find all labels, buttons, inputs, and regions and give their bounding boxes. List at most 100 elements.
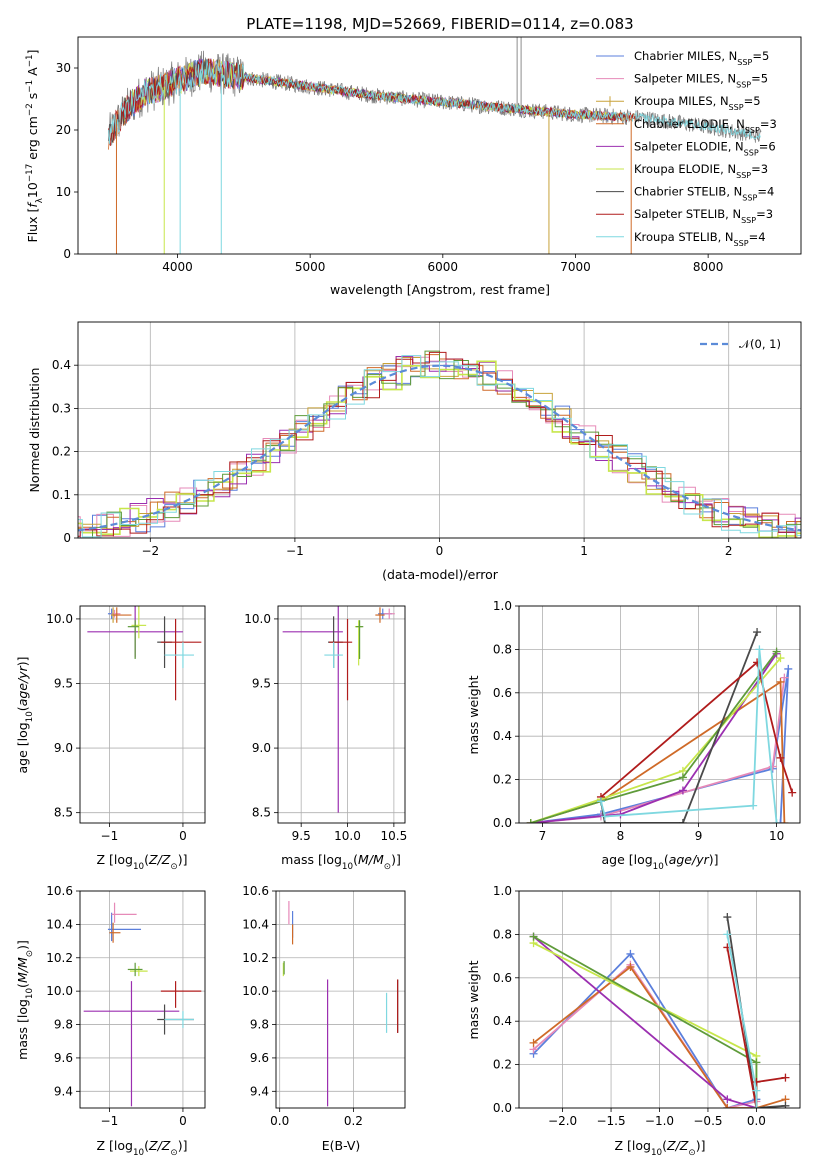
legend-label: Kroupa STELIB, NSSP=4 [634,230,766,248]
x-tick-label: 5000 [295,260,326,274]
mass-weight-series-line [534,943,757,1108]
y-tick-label: 0.8 [493,642,512,656]
x-tick-label: −2 [141,544,159,558]
y-tick-label: 10.2 [46,951,73,965]
series-point-marker [781,1102,789,1110]
x-tick-label: 9 [695,829,703,843]
mass-weight-series-line [534,937,757,1108]
y-tick-label: 0.2 [52,445,71,459]
x-tick-label: −1.5 [596,1114,625,1128]
x-tick-label: 0.2 [344,1114,363,1128]
histogram-step-line [64,358,819,539]
axes-frame [278,606,405,823]
y-tick-label: 0.0 [493,1101,512,1115]
y-tick-label: 1.0 [493,884,512,898]
x-tick-label: −1 [286,544,304,558]
y-tick-label: 0.2 [493,1058,512,1072]
y-axis-label: mass weight [466,675,481,754]
legend-label: Salpeter MILES, NSSP=5 [634,72,768,90]
mass-weight-series-line [534,965,757,1108]
x-tick-label: 8 [617,829,625,843]
legend-label: Kroupa MILES, NSSP=5 [634,94,761,112]
series-point-marker [781,1074,789,1082]
y-tick-label: 0.0 [493,816,512,830]
axes-frame [276,891,405,1108]
legend-label: Chabrier STELIB, NSSP=4 [634,185,774,203]
x-axis-label: age [log10(age/yr)] [601,852,718,872]
y-tick-label: 10.4 [242,917,269,931]
y-tick-label: 9.5 [54,677,73,691]
y-tick-label: 9.6 [54,1051,73,1065]
y-tick-label: 0.4 [493,729,512,743]
y-tick-label: 20 [56,123,71,137]
y-tick-label: 9.8 [250,1018,269,1032]
x-tick-label: 0.0 [747,1114,766,1128]
x-tick-label: 10.0 [334,829,361,843]
y-tick-label: 8.5 [54,806,73,820]
y-tick-label: 9.0 [54,741,73,755]
x-axis-label: Z [log10(Z/Z⊙)] [615,1138,706,1158]
x-axis-label: Z [log10(Z/Z⊙)] [97,852,188,872]
x-tick-label: −1.0 [645,1114,674,1128]
legend-label: Salpeter STELIB, NSSP=3 [634,207,773,225]
y-tick-label: 9.8 [54,1018,73,1032]
x-tick-label: 7 [539,829,547,843]
y-tick-label: 0.4 [493,1014,512,1028]
plot-area [527,628,796,827]
y-tick-label: 30 [56,61,71,75]
x-tick-label: −1 [101,1114,119,1128]
y-tick-label: 10.0 [242,984,269,998]
y-tick-label: 10.6 [242,884,269,898]
mass-weight-series-line [534,937,757,1108]
x-tick-label: 9.5 [292,829,311,843]
figure-title: PLATE=1198, MJD=52669, FIBERID=0114, z=0… [246,15,633,33]
y-axis-label: mass [log10(M/M⊙)] [15,940,35,1060]
y-tick-label: 0.4 [52,358,71,372]
y-tick-label: 8.5 [252,806,271,820]
x-tick-label: 7000 [560,260,591,274]
plot-area [283,606,395,813]
x-tick-label: 8000 [693,260,724,274]
y-tick-label: 0.3 [52,401,71,415]
y-tick-label: 10.2 [242,951,269,965]
x-axis-label: wavelength [Angstrom, rest frame] [330,282,550,297]
y-tick-label: 9.4 [250,1084,269,1098]
x-tick-label: −1 [101,829,119,843]
y-tick-label: 0.2 [493,773,512,787]
y-axis-label: Normed distribution [27,368,42,493]
series-point-marker [723,913,731,921]
y-axis-label: Flux [fλ10−17 erg cm−2 s−1 A−1] [25,50,45,243]
mass-weight-series-line [531,682,785,823]
x-axis-label: (data-model)/error [382,567,499,582]
legend-label: Chabrier MILES, NSSP=5 [634,49,769,67]
y-tick-label: 0.6 [493,686,512,700]
y-tick-label: 9.6 [250,1051,269,1065]
histogram-step-line [64,357,819,539]
x-tick-label: 10.5 [381,829,408,843]
series-point-marker [753,628,761,636]
x-tick-label: 10 [769,829,784,843]
y-tick-label: 10.0 [46,984,73,998]
x-tick-label: 0 [436,544,444,558]
y-axis-label: age [log10(age/yr)] [15,656,35,773]
x-axis-label: E(B-V) [322,1138,361,1153]
y-tick-label: 9.5 [252,677,271,691]
legend-label: Kroupa ELODIE, NSSP=3 [634,162,768,180]
legend-label: 𝒩(0, 1) [739,337,781,351]
y-axis-label: mass weight [466,960,481,1039]
series-point-marker [755,645,763,653]
y-tick-label: 10 [56,185,71,199]
legend-label: Chabrier ELODIE, NSSP=3 [634,117,777,135]
x-tick-label: −2.0 [548,1114,577,1128]
x-tick-label: 2 [725,544,733,558]
series-point-marker [788,789,796,797]
x-tick-label: 6000 [428,260,459,274]
legend-label: Salpeter ELODIE, NSSP=6 [634,139,776,157]
